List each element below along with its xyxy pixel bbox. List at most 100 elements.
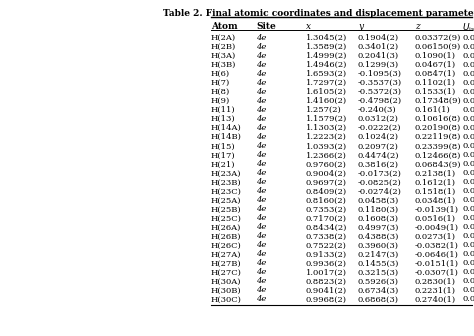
Text: -0.0382(1): -0.0382(1) [415, 241, 459, 249]
Text: Site: Site [256, 22, 276, 31]
Text: 0.12466(8): 0.12466(8) [415, 151, 461, 159]
Text: 0.0312(2): 0.0312(2) [358, 115, 399, 123]
Text: H(26A): H(26A) [211, 223, 241, 232]
Text: H(14A): H(14A) [211, 124, 242, 132]
Text: 4e: 4e [256, 133, 266, 141]
Text: 0.1608(3): 0.1608(3) [358, 214, 399, 222]
Text: 4e: 4e [256, 88, 266, 96]
Text: 0.7338(2): 0.7338(2) [306, 233, 347, 240]
Text: 4e: 4e [256, 295, 266, 303]
Text: 0.08: 0.08 [462, 286, 474, 294]
Text: 0.1904(2): 0.1904(2) [358, 34, 399, 42]
Text: 1.4946(2): 1.4946(2) [306, 61, 347, 69]
Text: 0.08: 0.08 [462, 268, 474, 277]
Text: 0.22119(8): 0.22119(8) [415, 133, 461, 141]
Text: 4e: 4e [256, 142, 266, 150]
Text: 0.2830(1): 0.2830(1) [415, 278, 456, 285]
Text: 0.7170(2): 0.7170(2) [306, 214, 346, 222]
Text: 0.0458(3): 0.0458(3) [358, 196, 399, 204]
Text: 0.0273(1): 0.0273(1) [415, 233, 456, 240]
Text: 0.1533(1): 0.1533(1) [415, 88, 456, 96]
Text: 0.161(1): 0.161(1) [415, 106, 450, 114]
Text: H(25B): H(25B) [211, 205, 242, 213]
Text: H(23A): H(23A) [211, 169, 241, 177]
Text: 0.08: 0.08 [462, 214, 474, 222]
Text: 4e: 4e [256, 196, 266, 204]
Text: -0.0139(1): -0.0139(1) [415, 205, 459, 213]
Text: 4e: 4e [256, 223, 266, 232]
Text: $U_\mathrm{iso}$: $U_\mathrm{iso}$ [462, 22, 474, 34]
Text: 1.3045(2): 1.3045(2) [306, 34, 347, 42]
Text: H(7): H(7) [211, 79, 230, 87]
Text: z: z [415, 22, 419, 31]
Text: H(27A): H(27A) [211, 250, 241, 258]
Text: 0.4997(3): 0.4997(3) [358, 223, 399, 232]
Text: 0.10616(8): 0.10616(8) [415, 115, 461, 123]
Text: 4e: 4e [256, 34, 266, 42]
Text: -0.0274(2): -0.0274(2) [358, 187, 402, 195]
Text: x: x [306, 22, 311, 31]
Text: 4e: 4e [256, 70, 266, 78]
Text: 1.257(2): 1.257(2) [306, 106, 341, 114]
Text: 0.2138(1): 0.2138(1) [415, 169, 456, 177]
Text: H(30A): H(30A) [211, 278, 241, 285]
Text: 0.1299(3): 0.1299(3) [358, 61, 399, 69]
Text: 0.3960(3): 0.3960(3) [358, 241, 399, 249]
Text: -0.240(3): -0.240(3) [358, 106, 396, 114]
Text: H(17): H(17) [211, 151, 236, 159]
Text: H(30C): H(30C) [211, 295, 242, 303]
Text: 1.1579(2): 1.1579(2) [306, 115, 347, 123]
Text: -0.0825(2): -0.0825(2) [358, 178, 401, 186]
Text: 0.20190(8): 0.20190(8) [415, 124, 461, 132]
Text: 1.2223(2): 1.2223(2) [306, 133, 346, 141]
Text: 0.08: 0.08 [462, 295, 474, 303]
Text: H(15): H(15) [211, 142, 236, 150]
Text: 1.4999(2): 1.4999(2) [306, 52, 347, 60]
Text: 0.06150(9): 0.06150(9) [415, 43, 461, 51]
Text: 0.08: 0.08 [462, 151, 474, 159]
Text: 4e: 4e [256, 233, 266, 240]
Text: 0.7522(2): 0.7522(2) [306, 241, 346, 249]
Text: 0.08: 0.08 [462, 196, 474, 204]
Text: 1.1303(2): 1.1303(2) [306, 124, 347, 132]
Text: 0.1090(1): 0.1090(1) [415, 52, 456, 60]
Text: H(13): H(13) [211, 115, 236, 123]
Text: 0.8409(2): 0.8409(2) [306, 187, 347, 195]
Text: 0.2097(2): 0.2097(2) [358, 142, 399, 150]
Text: H(2A): H(2A) [211, 34, 236, 42]
Text: 0.9004(2): 0.9004(2) [306, 169, 346, 177]
Text: 0.08: 0.08 [462, 124, 474, 132]
Text: -0.0151(1): -0.0151(1) [415, 259, 459, 267]
Text: 0.08: 0.08 [462, 233, 474, 240]
Text: 0.7353(2): 0.7353(2) [306, 205, 347, 213]
Text: H(8): H(8) [211, 88, 230, 96]
Text: 0.2147(3): 0.2147(3) [358, 250, 399, 258]
Text: 0.08: 0.08 [462, 205, 474, 213]
Text: 0.065(8): 0.065(8) [462, 106, 474, 114]
Text: 0.8160(2): 0.8160(2) [306, 196, 346, 204]
Text: 4e: 4e [256, 115, 266, 123]
Text: H(11): H(11) [211, 106, 236, 114]
Text: 0.06843(9): 0.06843(9) [415, 160, 461, 168]
Text: H(6): H(6) [211, 70, 230, 78]
Text: 4e: 4e [256, 278, 266, 285]
Text: 1.2366(2): 1.2366(2) [306, 151, 346, 159]
Text: 0.08: 0.08 [462, 241, 474, 249]
Text: 4e: 4e [256, 97, 266, 105]
Text: 0.08: 0.08 [462, 61, 474, 69]
Text: 4e: 4e [256, 205, 266, 213]
Text: H(23B): H(23B) [211, 178, 242, 186]
Text: 4e: 4e [256, 151, 266, 159]
Text: H(3B): H(3B) [211, 61, 237, 69]
Text: 0.0467(1): 0.0467(1) [415, 61, 456, 69]
Text: 0.08: 0.08 [462, 43, 474, 51]
Text: 0.8434(2): 0.8434(2) [306, 223, 347, 232]
Text: H(3A): H(3A) [211, 52, 236, 60]
Text: 0.23399(8): 0.23399(8) [415, 142, 461, 150]
Text: 0.08: 0.08 [462, 52, 474, 60]
Text: H(23C): H(23C) [211, 187, 242, 195]
Text: 0.9760(2): 0.9760(2) [306, 160, 346, 168]
Text: -0.0222(2): -0.0222(2) [358, 124, 401, 132]
Text: 1.7297(2): 1.7297(2) [306, 79, 347, 87]
Text: 0.08: 0.08 [462, 34, 474, 42]
